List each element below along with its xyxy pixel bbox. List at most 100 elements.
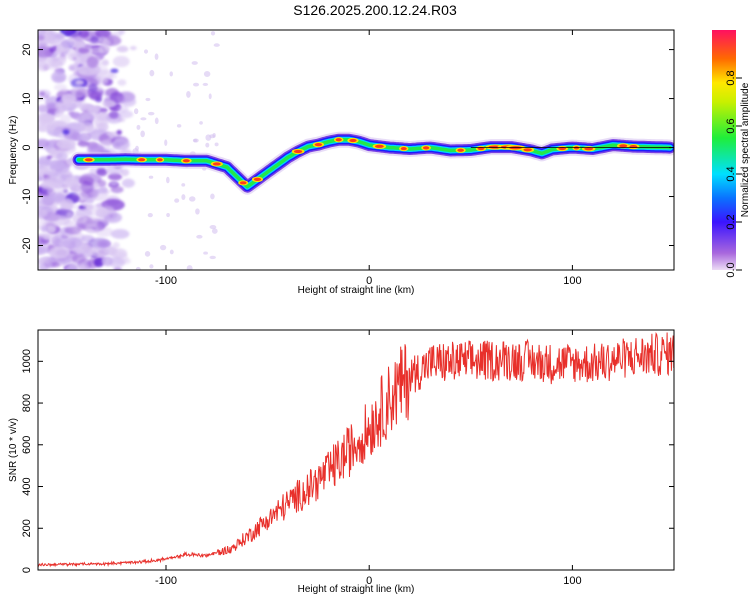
noise-speckle <box>110 229 130 239</box>
ridge-hotspot-core <box>84 158 93 162</box>
ridge-hotspot-core <box>349 138 357 143</box>
noise-speckle <box>100 107 108 113</box>
snr-y-tick-label: 400 <box>21 477 33 495</box>
noise-speckle <box>46 225 56 234</box>
noise-speckle <box>59 114 71 125</box>
noise-speckle <box>49 40 59 46</box>
noise-speckle <box>154 53 159 60</box>
spectrogram-y-tick-label: 10 <box>21 92 33 104</box>
snr-x-tick-label: 100 <box>563 575 581 587</box>
noise-speckle <box>68 144 75 150</box>
noise-speckle <box>72 254 86 264</box>
noise-speckle <box>118 30 125 35</box>
noise-speckle <box>110 68 119 74</box>
noise-speckle <box>116 129 122 135</box>
noise-speckle <box>140 117 147 121</box>
noise-speckle <box>135 266 141 270</box>
noise-speckle <box>48 192 66 202</box>
colorbar-tick-label: 0.0 <box>725 262 737 277</box>
noise-speckle <box>38 164 44 170</box>
noise-speckle <box>38 208 48 219</box>
noise-speckle <box>117 110 134 119</box>
noise-speckle <box>209 255 216 260</box>
noise-speckle <box>39 91 46 96</box>
noise-speckle <box>56 151 68 162</box>
noise-speckle <box>70 133 78 139</box>
noise-speckle <box>42 232 51 241</box>
noise-speckle <box>72 204 79 210</box>
noise-speckle <box>98 44 110 55</box>
spectrogram-y-tick-label: -10 <box>21 189 33 205</box>
snr-y-axis-label: SNR (10 * v/v) <box>8 418 19 482</box>
noise-speckle <box>49 47 55 53</box>
noise-speckle <box>46 102 56 109</box>
noise-speckle <box>38 56 56 69</box>
ridge-hotspot-core <box>157 158 163 162</box>
noise-speckle <box>104 246 116 256</box>
noise-speckle <box>121 178 135 188</box>
noise-speckle <box>147 111 155 116</box>
colorbar-tick-label: 0.8 <box>725 70 737 85</box>
snr-series-line <box>38 331 674 568</box>
noise-speckle <box>112 242 120 249</box>
noise-speckle <box>117 79 127 86</box>
noise-speckle <box>95 30 111 38</box>
ridge-hotspot-core <box>293 149 303 154</box>
noise-speckle <box>48 246 71 259</box>
noise-speckle <box>65 30 82 38</box>
colorbar-tick-label: 0.4 <box>725 166 737 181</box>
spectrogram-y-tick-label: -20 <box>21 238 33 254</box>
spectrogram-y-tick-label: 20 <box>21 43 33 55</box>
noise-speckle <box>193 138 198 143</box>
noise-speckle <box>55 103 63 108</box>
ridge-hotspot-core <box>457 148 464 152</box>
spectrogram-x-tick-label: -100 <box>155 275 177 287</box>
noise-speckle <box>88 83 98 93</box>
noise-speckle <box>86 56 99 68</box>
colorbar-tick-label: 0.6 <box>725 118 737 133</box>
noise-speckle <box>191 61 198 65</box>
noise-speckle <box>98 36 108 43</box>
noise-speckle <box>68 111 75 116</box>
noise-speckle <box>87 246 109 258</box>
noise-speckle <box>38 125 47 132</box>
noise-speckle <box>38 30 47 37</box>
noise-speckle <box>203 251 208 255</box>
ridge-hotspot-core <box>253 177 262 181</box>
noise-speckle <box>84 197 94 204</box>
noise-speckle <box>101 59 109 66</box>
noise-speckle <box>133 108 139 115</box>
noise-speckle <box>213 43 220 47</box>
noise-speckle <box>53 83 67 91</box>
spectrogram-frame <box>37 29 675 271</box>
noise-speckle <box>76 113 96 124</box>
noise-speckle <box>78 103 93 111</box>
noise-speckle <box>202 82 209 87</box>
spectrogram-x-axis-label: Height of straight line (km) <box>298 285 415 296</box>
snr-y-tick-label: 0 <box>21 567 33 573</box>
noise-speckle <box>69 52 78 58</box>
noise-speckle <box>64 176 79 188</box>
noise-speckle <box>102 99 116 108</box>
noise-speckle <box>148 175 154 179</box>
noise-speckle <box>210 193 215 200</box>
noise-speckle <box>54 32 65 40</box>
noise-speckle <box>55 127 62 132</box>
colorbar-gradient <box>712 30 736 270</box>
noise-speckle <box>64 226 82 235</box>
noise-speckle <box>174 198 180 203</box>
noise-speckle <box>186 265 193 270</box>
noise-speckle <box>110 186 124 194</box>
spectrogram-x-tick-label: 0 <box>366 275 372 287</box>
noise-speckle <box>88 90 102 100</box>
noise-speckle <box>164 139 168 146</box>
noise-speckle <box>38 113 55 124</box>
noise-speckle <box>79 264 90 270</box>
ridge-hotspot-core <box>400 146 407 151</box>
noise-speckle <box>199 121 203 125</box>
noise-speckle <box>95 226 114 238</box>
noise-speckle <box>196 234 203 239</box>
noise-speckle <box>149 264 154 269</box>
